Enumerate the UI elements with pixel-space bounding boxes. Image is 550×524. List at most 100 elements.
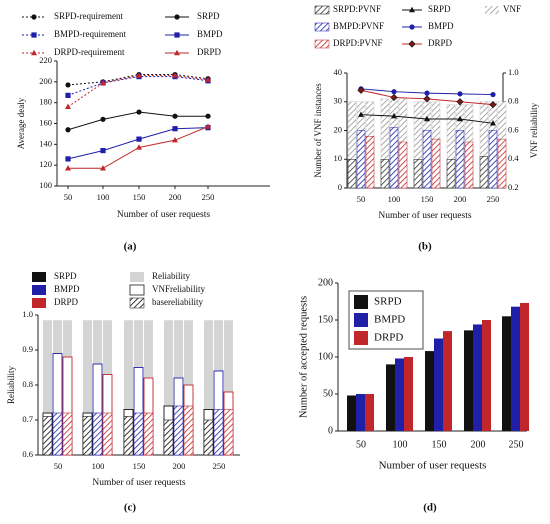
b-y-tick-label: 20 xyxy=(334,124,343,134)
c-base-reliability-bar xyxy=(223,409,234,456)
c-legend-label: SRPD xyxy=(54,271,77,281)
a-legend-label: BMPD xyxy=(197,29,223,39)
b-legend-marker xyxy=(408,40,416,48)
b-x-tick-label: 50 xyxy=(357,194,366,204)
c-legend-label: BMPD xyxy=(54,284,80,294)
c-base-reliability-bar xyxy=(62,412,73,456)
a-y-tick-label: 100 xyxy=(39,180,52,190)
c-base-reliability-bar xyxy=(102,412,113,456)
d-x-tick-label: 250 xyxy=(509,439,524,450)
c-base-reliability-bar xyxy=(42,416,53,456)
d-y-tick-label: 100 xyxy=(318,351,333,362)
a-legend-label: DRPD xyxy=(197,47,222,57)
a-legend-label: BMPD-requirement xyxy=(54,29,126,39)
a-legend-marker xyxy=(174,14,180,20)
c-reliability-bar xyxy=(204,320,213,455)
c-x-tick-label: 200 xyxy=(173,461,186,471)
a-y-tick-label: 220 xyxy=(39,55,52,65)
c-base-reliability-bar xyxy=(92,412,103,456)
c-legend-swatch xyxy=(129,284,145,296)
c-x-tick-label: 50 xyxy=(54,461,63,471)
c-reliability-bar xyxy=(164,320,173,455)
c-y-tick-label: 0.8 xyxy=(22,379,33,389)
a-legend-marker xyxy=(31,49,37,56)
a-x-tick-label: 250 xyxy=(202,192,215,202)
d-x-tick-label: 200 xyxy=(471,439,486,450)
c-x-tick-label: 250 xyxy=(213,461,226,471)
a-data-point xyxy=(100,79,106,86)
b-pvnf-bar xyxy=(422,130,432,189)
b-legend-label: SRPD:PVNF xyxy=(333,4,381,14)
a-data-point xyxy=(205,113,211,119)
d-legend-swatch xyxy=(354,295,368,309)
b-data-point xyxy=(424,90,430,96)
d-legend-label: SRPD xyxy=(374,296,402,308)
c-y-tick-label: 1.0 xyxy=(22,309,33,319)
b-legend-label: DRPD:PVNF xyxy=(333,38,383,48)
a-x-tick-label: 100 xyxy=(97,192,110,202)
a-legend-label: SRPD xyxy=(197,11,220,21)
d-y-axis-label: Number of accepted requests xyxy=(298,296,309,418)
c-reliability-bar xyxy=(83,320,92,455)
a-data-point xyxy=(172,113,178,119)
b-y-axis-label: Number of VNF instances xyxy=(313,83,323,178)
a-x-axis-label: Number of user requests xyxy=(117,209,210,220)
d-legend-label: DRPD xyxy=(374,332,403,344)
a-legend-label: DRPD-requirement xyxy=(54,47,125,57)
a-data-point xyxy=(100,165,106,171)
b-data-point xyxy=(391,89,397,95)
a-data-point xyxy=(65,92,71,98)
a-x-tick-label: 50 xyxy=(64,192,73,202)
c-base-reliability-bar xyxy=(173,405,184,456)
a-data-point xyxy=(172,136,178,143)
c-y-tick-label: 0.7 xyxy=(22,414,33,424)
d-bar xyxy=(443,331,452,431)
c-y-axis-label: Reliability xyxy=(6,366,16,404)
b-pvnf-bar xyxy=(380,159,390,189)
c-legend-label: VNFreliability xyxy=(152,284,205,294)
a-y-tick-label: 160 xyxy=(39,117,52,127)
a-data-point xyxy=(100,116,106,122)
d-y-tick-label: 0 xyxy=(328,425,333,436)
c-legend-label: DRPD xyxy=(54,297,79,307)
c-legend-swatch xyxy=(32,285,46,295)
b-data-point xyxy=(489,101,497,109)
d-bar xyxy=(404,357,413,431)
b-data-point xyxy=(457,115,463,122)
d-bar xyxy=(434,338,443,431)
d-bar xyxy=(395,358,404,431)
c-legend-label: basereliability xyxy=(152,297,203,307)
c-x-tick-label: 100 xyxy=(92,461,105,471)
b-legend-label: SRPD xyxy=(428,4,451,14)
b-x-tick-label: 250 xyxy=(487,194,500,204)
b-legend-swatch xyxy=(485,6,499,14)
c-base-reliability-bar xyxy=(143,412,154,456)
c-base-reliability-bar xyxy=(133,412,144,456)
b-data-point xyxy=(390,93,398,102)
b-y2-tick-label: 1.0 xyxy=(508,67,519,77)
c-x-axis-label: Number of user requests xyxy=(92,477,185,488)
b-pvnf-bar xyxy=(488,130,498,189)
a-y-tick-label: 180 xyxy=(39,97,52,107)
b-data-point xyxy=(358,111,364,117)
c-base-reliability-bar xyxy=(82,416,93,456)
b-y2-tick-label: 0.4 xyxy=(508,153,519,163)
d-y-tick-label: 150 xyxy=(318,314,333,325)
b-legend-label: DRPD xyxy=(428,38,453,48)
d-panel-label: (d) xyxy=(423,502,437,514)
b-y2-axis-label: VNF reliability xyxy=(529,102,539,158)
b-legend-label: BMPD xyxy=(428,21,454,31)
b-y2-tick-label: 0.8 xyxy=(508,96,519,106)
b-pvnf-bar xyxy=(446,159,456,189)
b-x-tick-label: 150 xyxy=(421,194,434,204)
c-base-reliability-bar xyxy=(52,412,63,456)
a-data-point xyxy=(100,147,106,154)
b-pvnf-bar xyxy=(389,127,399,189)
d-bar xyxy=(347,395,356,431)
b-legend-marker xyxy=(409,6,415,13)
a-x-tick-label: 150 xyxy=(133,192,146,202)
b-y-tick-label: 40 xyxy=(334,67,343,77)
c-legend-swatch xyxy=(32,298,46,308)
a-data-point xyxy=(65,127,71,133)
